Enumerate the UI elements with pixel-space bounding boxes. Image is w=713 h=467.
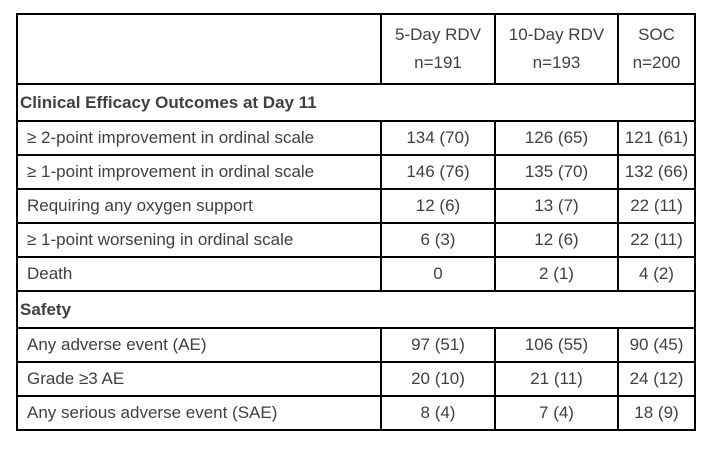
table-row-any-sae: Any serious adverse event (SAE) 8 (4) 7 …: [16, 395, 696, 431]
row-label: Death: [16, 256, 382, 292]
column-header-n: n=200: [632, 53, 681, 72]
column-header-n: n=193: [532, 53, 581, 72]
value-5day-rdv: 8 (4): [380, 395, 496, 431]
table-row-oxygen-support: Requiring any oxygen support 12 (6) 13 (…: [16, 188, 696, 224]
column-header-soc: SOC n=200: [617, 13, 696, 85]
table-row-1point-improvement: ≥ 1-point improvement in ordinal scale 1…: [16, 154, 696, 190]
row-label: Any adverse event (AE): [16, 327, 382, 363]
column-header-label: 10-Day RDV: [508, 25, 605, 44]
table-header-row: 5-Day RDV n=191 10-Day RDV n=193 SOC n=2…: [16, 13, 696, 85]
column-header-n: n=191: [414, 53, 462, 72]
value-soc: 121 (61): [617, 120, 696, 156]
value-10day-rdv: 135 (70): [494, 154, 619, 190]
value-10day-rdv: 106 (55): [494, 327, 619, 363]
row-label: ≥ 2-point improvement in ordinal scale: [16, 120, 382, 156]
value-soc: 4 (2): [617, 256, 696, 292]
column-header-5day-rdv: 5-Day RDV n=191: [380, 13, 496, 85]
value-5day-rdv: 6 (3): [380, 222, 496, 258]
value-5day-rdv: 134 (70): [380, 120, 496, 156]
value-soc: 22 (11): [617, 222, 696, 258]
corner-cell: [16, 13, 382, 85]
value-10day-rdv: 13 (7): [494, 188, 619, 224]
value-5day-rdv: 20 (10): [380, 361, 496, 397]
value-soc: 22 (11): [617, 188, 696, 224]
value-5day-rdv: 0: [380, 256, 496, 292]
value-10day-rdv: 126 (65): [494, 120, 619, 156]
value-5day-rdv: 146 (76): [380, 154, 496, 190]
value-5day-rdv: 97 (51): [380, 327, 496, 363]
section-title: Safety: [16, 290, 696, 329]
row-label: ≥ 1-point worsening in ordinal scale: [16, 222, 382, 258]
table-row-death: Death 0 2 (1) 4 (2): [16, 256, 696, 292]
column-header-label: SOC: [638, 25, 675, 44]
row-label: Grade ≥3 AE: [16, 361, 382, 397]
row-label: Requiring any oxygen support: [16, 188, 382, 224]
value-10day-rdv: 21 (11): [494, 361, 619, 397]
table-row-1point-worsening: ≥ 1-point worsening in ordinal scale 6 (…: [16, 222, 696, 258]
value-soc: 90 (45): [617, 327, 696, 363]
table-row-grade3-ae: Grade ≥3 AE 20 (10) 21 (11) 24 (12): [16, 361, 696, 397]
section-header-safety: Safety: [16, 290, 696, 329]
value-soc: 132 (66): [617, 154, 696, 190]
value-10day-rdv: 12 (6): [494, 222, 619, 258]
row-label: ≥ 1-point improvement in ordinal scale: [16, 154, 382, 190]
column-header-label: 5-Day RDV: [395, 25, 481, 44]
value-10day-rdv: 2 (1): [494, 256, 619, 292]
clinical-trial-table: 5-Day RDV n=191 10-Day RDV n=193 SOC n=2…: [16, 13, 696, 431]
value-5day-rdv: 12 (6): [380, 188, 496, 224]
column-header-10day-rdv: 10-Day RDV n=193: [494, 13, 619, 85]
table-row-any-ae: Any adverse event (AE) 97 (51) 106 (55) …: [16, 327, 696, 363]
table-row-2point-improvement: ≥ 2-point improvement in ordinal scale 1…: [16, 120, 696, 156]
section-title: Clinical Efficacy Outcomes at Day 11: [16, 83, 696, 122]
value-10day-rdv: 7 (4): [494, 395, 619, 431]
section-header-clinical-efficacy: Clinical Efficacy Outcomes at Day 11: [16, 83, 696, 122]
value-soc: 18 (9): [617, 395, 696, 431]
row-label: Any serious adverse event (SAE): [16, 395, 382, 431]
value-soc: 24 (12): [617, 361, 696, 397]
